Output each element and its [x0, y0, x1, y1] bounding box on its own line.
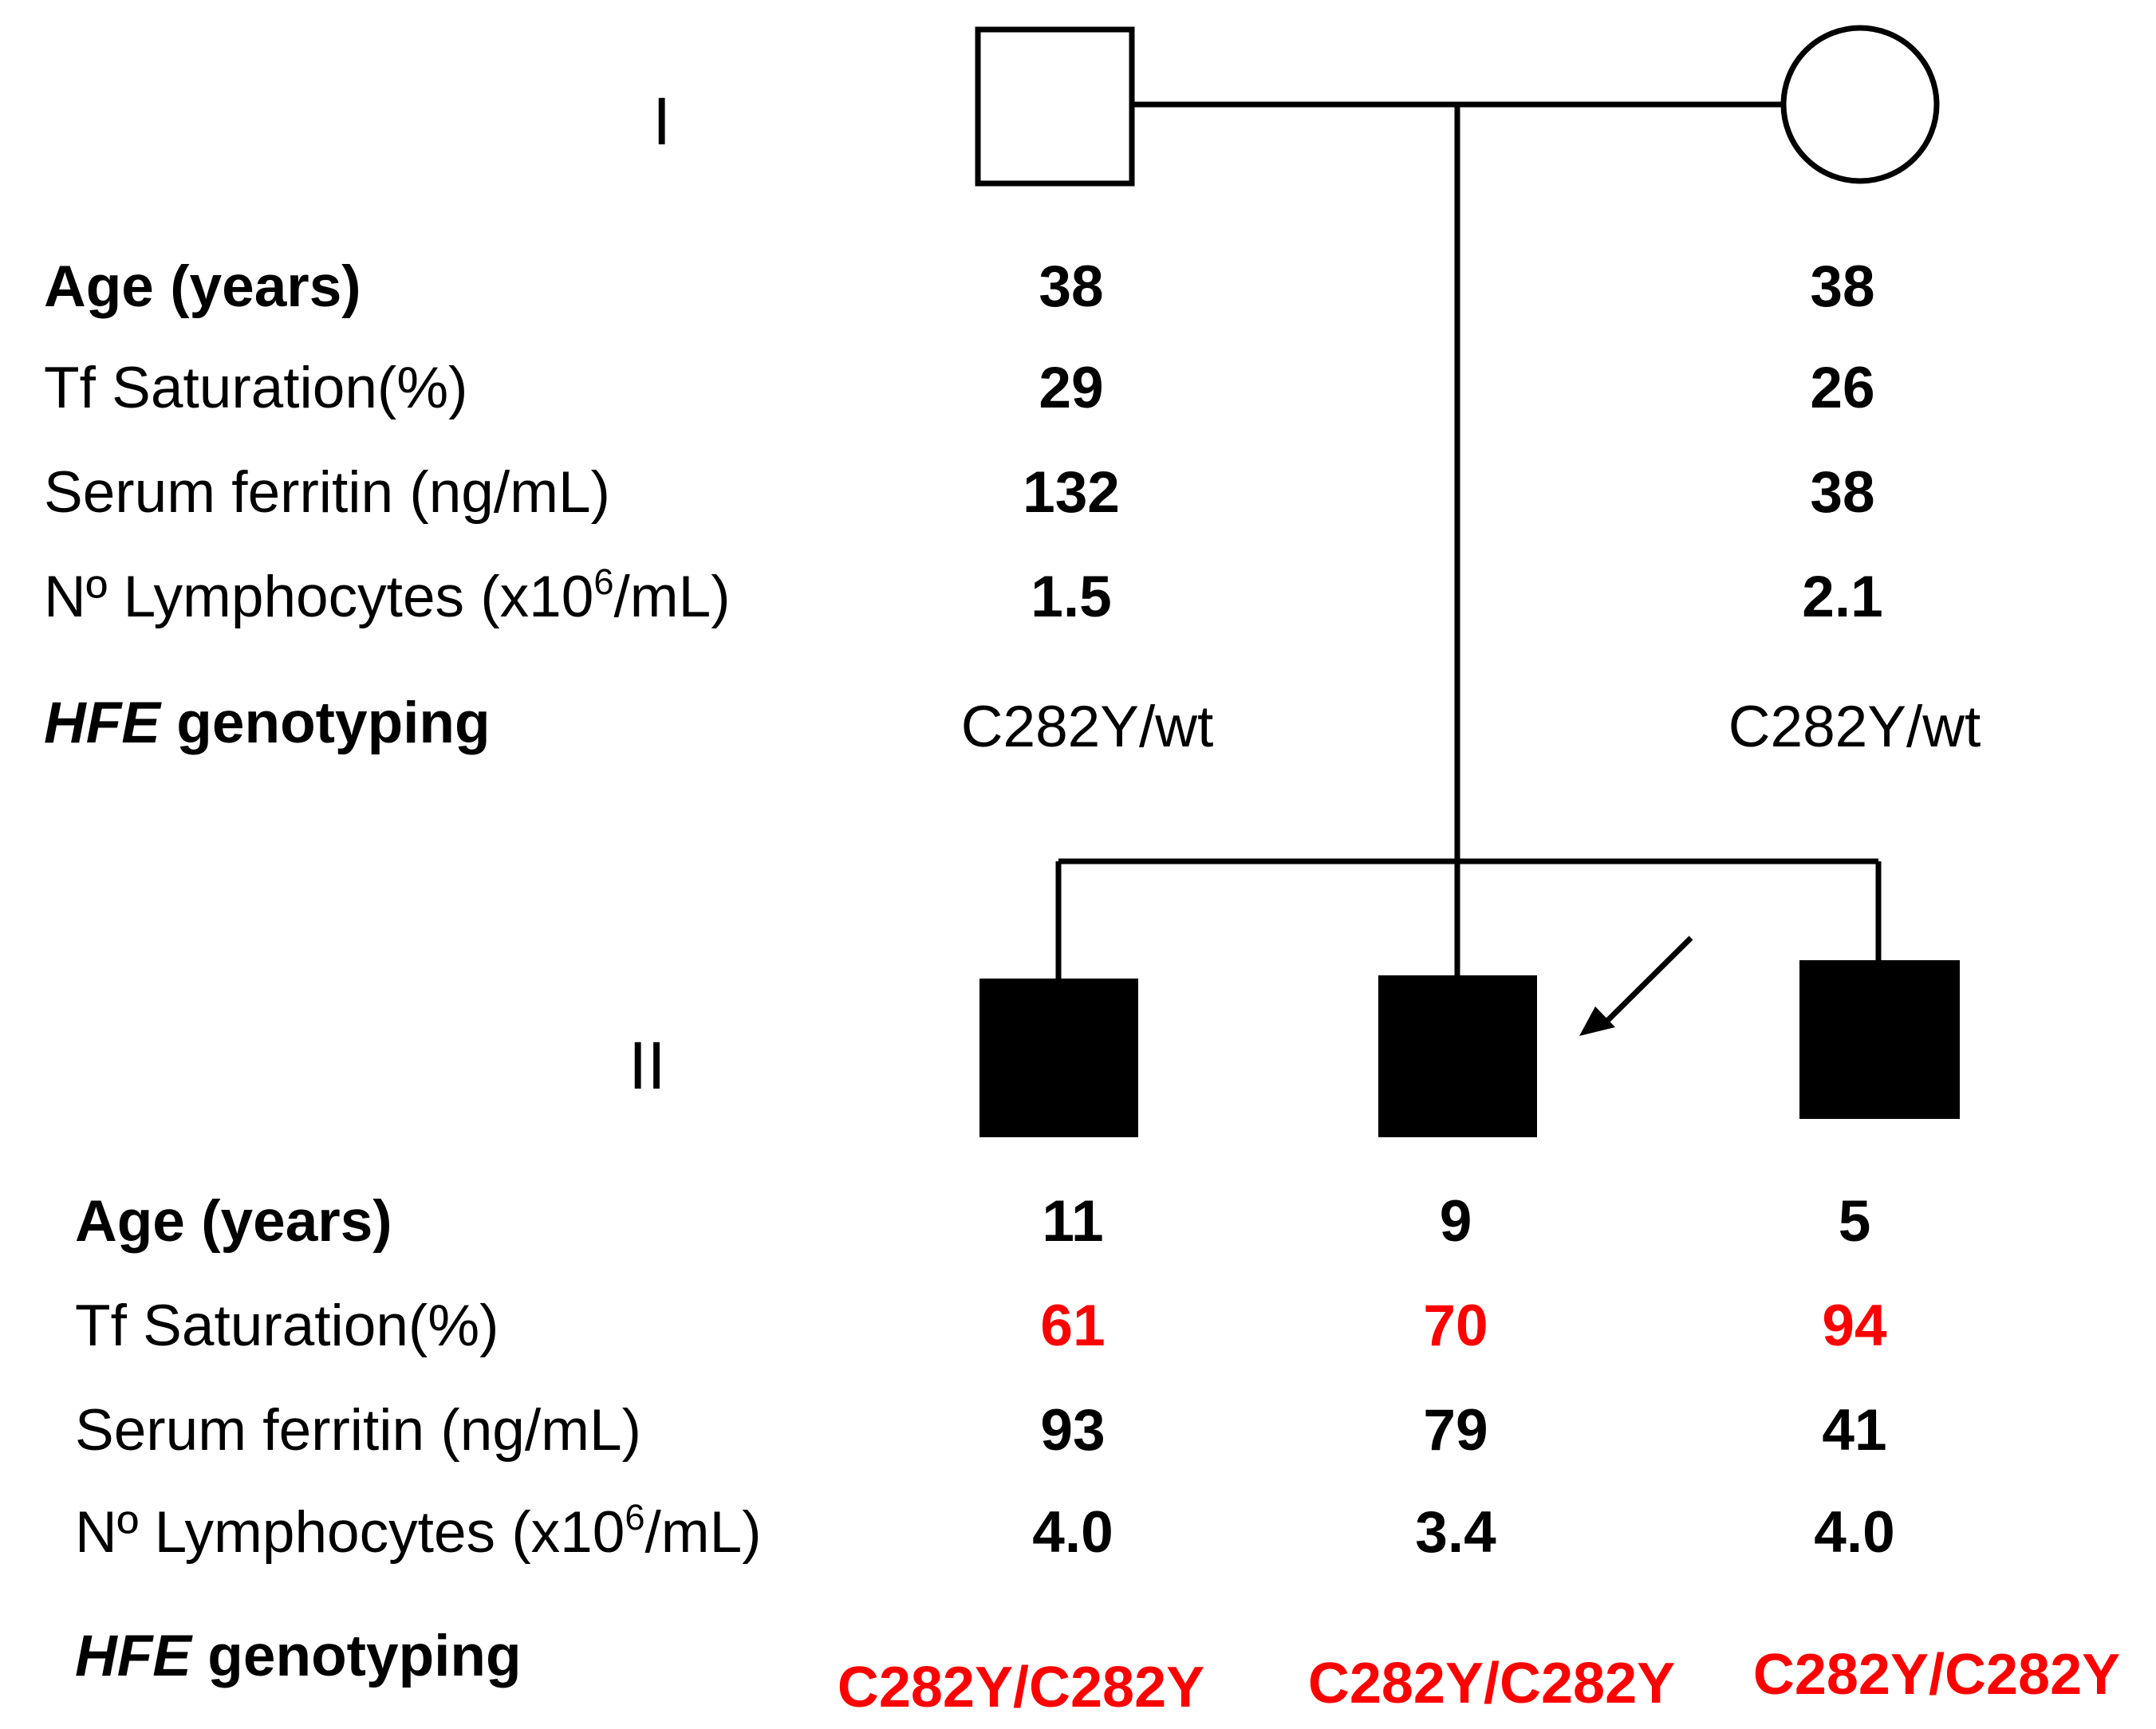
father-genotype: C282Y/wt [960, 695, 1214, 759]
mother-genotype: C282Y/wt [1728, 695, 1981, 759]
father-symbol [975, 26, 1135, 187]
gen2-ferritin-label: Serum ferritin (ng/mL) [75, 1398, 641, 1463]
mother-symbol [1780, 25, 1940, 184]
gen1-tf-label: Tf Saturation(%) [44, 356, 468, 420]
mother-age: 38 [1810, 254, 1875, 319]
gen2-lymphocytes-label: Nº Lymphocytes (x106/mL) [75, 1496, 762, 1565]
gen2-genotyping-label: HFE genotyping [75, 1624, 522, 1688]
son-3-symbol [1799, 960, 1960, 1119]
father-lymphocytes: 1.5 [1031, 565, 1112, 629]
father-age: 38 [1039, 254, 1104, 319]
son-1-genotype: C282Y/C282Y [837, 1656, 1205, 1719]
son-1-serum-ferritin: 93 [1040, 1398, 1106, 1463]
mother-tf-saturation: 26 [1810, 356, 1875, 420]
gen1-ferritin-label: Serum ferritin (ng/mL) [44, 460, 610, 525]
son-1-lymphocytes: 4.0 [1032, 1500, 1113, 1565]
son-3-tf-saturation: 94 [1822, 1294, 1887, 1358]
gen2-age-label: Age (years) [75, 1189, 392, 1254]
son-2-lymphocytes: 3.4 [1415, 1500, 1496, 1565]
son-1-age: 11 [1042, 1189, 1104, 1254]
father-serum-ferritin: 132 [1023, 460, 1120, 525]
son-3-lymphocytes: 4.0 [1814, 1500, 1895, 1565]
proband-arrow-icon [1579, 935, 1693, 1036]
son-3-genotype: C282Y/C282Y [1752, 1643, 2121, 1707]
gen2-tf-label: Tf Saturation(%) [75, 1294, 499, 1358]
father-tf-saturation: 29 [1039, 356, 1104, 420]
son-2-tf-saturation: 70 [1423, 1294, 1488, 1358]
generation-1-label: I [652, 84, 672, 159]
gen1-lymphocytes-label: Nº Lymphocytes (x106/mL) [44, 561, 731, 629]
son-1-tf-saturation: 61 [1040, 1294, 1106, 1358]
son-2-symbol [1378, 975, 1537, 1137]
son-2-genotype: C282Y/C282Y [1307, 1652, 1676, 1715]
mother-serum-ferritin: 38 [1810, 460, 1875, 525]
son-2-age: 9 [1439, 1189, 1472, 1254]
son-3-age: 5 [1838, 1189, 1871, 1254]
son-1-symbol [979, 979, 1138, 1137]
son-3-serum-ferritin: 41 [1822, 1398, 1887, 1463]
gen1-age-label: Age (years) [44, 254, 361, 319]
son-2-serum-ferritin: 79 [1423, 1398, 1488, 1463]
generation-2-label: II [629, 1028, 666, 1103]
gen1-genotyping-label: HFE genotyping [44, 691, 491, 755]
mother-lymphocytes: 2.1 [1802, 565, 1883, 629]
